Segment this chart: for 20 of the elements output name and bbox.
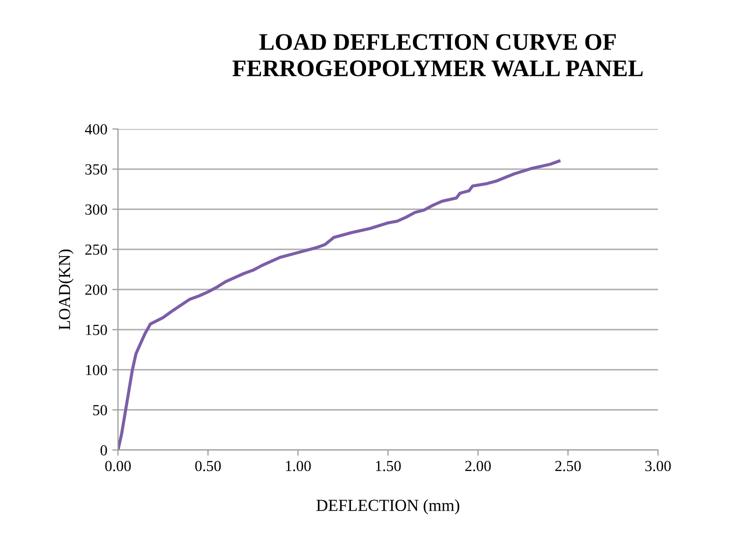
y-tick-label: 250: [85, 244, 107, 255]
line-series: [118, 160, 561, 450]
x-tick-label: 1.00: [286, 460, 311, 472]
y-tick-label: 200: [85, 284, 107, 295]
x-axis-title: DEFLECTION (mm): [316, 499, 460, 514]
y-tick-label: 0: [100, 445, 107, 456]
y-tick-label: 150: [86, 324, 107, 336]
y-tick-label: 400: [84, 124, 107, 134]
chart-title: LOAD DEFLECTION CURVE OF FERROGEOPOLYMER WALL PANEL: [232, 34, 643, 76]
y-axis-title: LOAD(KN): [58, 250, 74, 330]
y-tick-label: 350: [85, 164, 107, 175]
x-tick-label: 1.50: [376, 460, 401, 472]
y-tick-label: 50: [93, 405, 107, 416]
y-tick-label: 300: [85, 204, 107, 215]
x-tick-label: 3.00: [645, 460, 671, 472]
x-tick-label: 0.50: [195, 460, 221, 472]
y-tick-label: 100: [86, 364, 107, 376]
x-tick-label: 2.00: [465, 460, 491, 472]
x-tick-label: 2.50: [555, 460, 581, 472]
x-tick-label: 0.00: [105, 460, 131, 472]
